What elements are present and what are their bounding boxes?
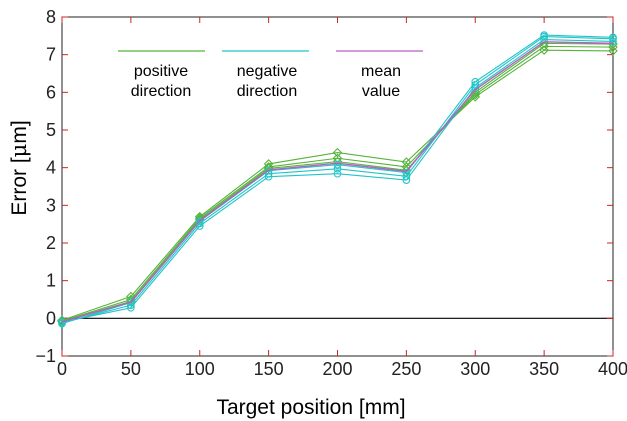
x-tick-label: 50	[121, 359, 141, 379]
data-point-circle	[333, 164, 342, 173]
legend-label: direction	[131, 83, 191, 100]
series-line	[61, 36, 614, 324]
series-line	[61, 41, 614, 323]
y-tick-label: 2	[46, 233, 56, 253]
data-point-circle	[540, 31, 548, 39]
y-axis-title: Error [μm]	[7, 120, 31, 215]
series-negative-direction-3	[58, 35, 617, 326]
data-point-circle	[264, 166, 273, 175]
x-tick-label: 0	[57, 359, 67, 379]
data-point-circle	[333, 169, 342, 178]
y-tick-label: −1	[35, 346, 56, 366]
data-point-diamond	[608, 46, 618, 56]
series-line	[61, 39, 614, 323]
data-point-circle	[609, 33, 617, 42]
legend: positive direction negative direction mean va…	[118, 50, 423, 100]
data-point-diamond	[126, 291, 136, 302]
data-point-diamond	[332, 147, 343, 158]
x-tick-label: 350	[529, 359, 559, 379]
legend-label: direction	[237, 83, 297, 100]
x-tick-label: 250	[391, 359, 421, 379]
legend-label: negative	[237, 63, 298, 80]
data-point-circle	[471, 77, 480, 86]
x-axis-title: Target position [mm]	[216, 396, 405, 419]
data-point-diamond	[332, 153, 343, 164]
data-point-circle	[195, 217, 204, 226]
series-line	[61, 49, 614, 321]
legend-label: mean	[361, 63, 401, 80]
series-layer	[57, 31, 618, 328]
legend-label: value	[362, 83, 400, 100]
y-tick-label: 1	[46, 271, 56, 291]
y-tick-label: 7	[46, 45, 56, 65]
x-tick-label: 400	[598, 359, 627, 379]
data-point-diamond	[263, 163, 274, 174]
data-point-circle	[333, 160, 342, 169]
data-point-circle	[58, 319, 66, 328]
y-tick-label: 3	[46, 195, 56, 215]
legend-entry-1: negative direction	[222, 50, 309, 100]
y-tick-label: 8	[46, 7, 56, 27]
series-mean-value-6	[61, 41, 614, 323]
y-axis-title-prefix: Error [	[8, 157, 31, 216]
y-axis-title-suffix: m]	[8, 120, 31, 143]
data-point-circle	[402, 168, 411, 177]
x-tick-label: 300	[460, 359, 490, 379]
data-point-circle	[609, 37, 617, 46]
data-point-diamond	[194, 213, 205, 223]
x-tick-label: 100	[185, 359, 215, 379]
legend-label: positive	[134, 63, 188, 80]
y-tick-label: 5	[46, 120, 56, 140]
legend-entry-2: mean value	[336, 50, 423, 100]
legend-entry-0: positive direction	[118, 50, 205, 100]
x-tick-label: 150	[254, 359, 284, 379]
y-tick-label: 6	[46, 82, 56, 102]
y-axis-title-mu: μ	[7, 144, 31, 158]
x-tick-label: 200	[322, 359, 352, 379]
y-tick-label: 4	[46, 158, 56, 178]
y-tick-label: 0	[46, 308, 56, 328]
